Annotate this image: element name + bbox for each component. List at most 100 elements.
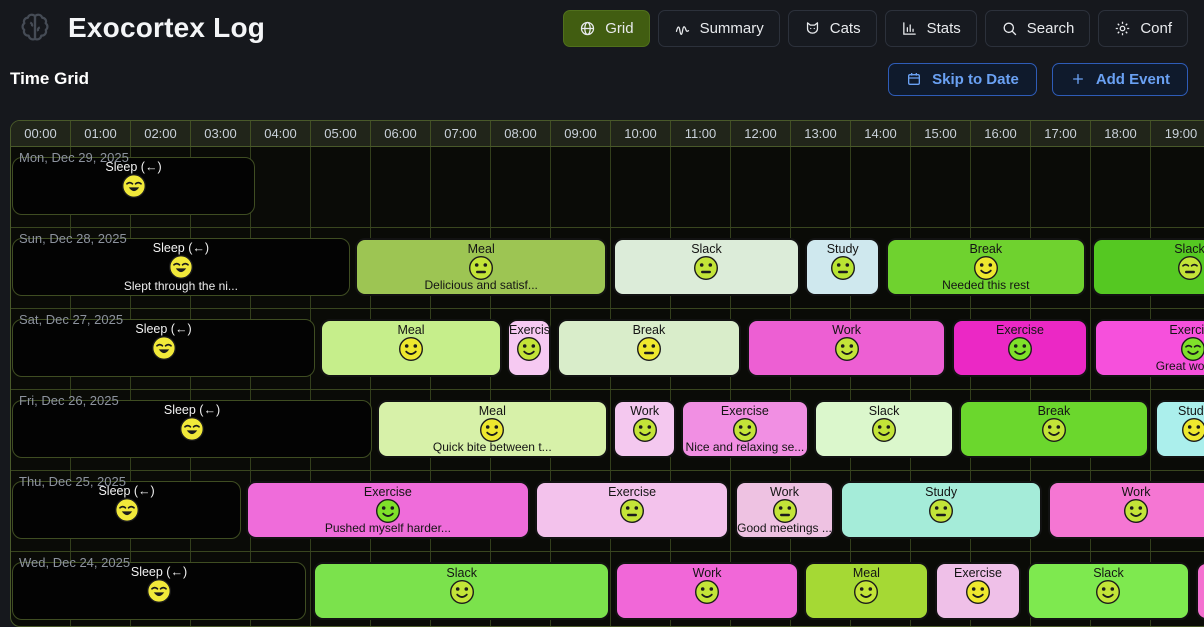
event-block[interactable]: Slack — [1027, 562, 1190, 620]
event-title: Work — [770, 485, 799, 499]
mood-face-icon — [732, 417, 758, 443]
event-title: Study — [826, 242, 859, 256]
mood-face-icon — [168, 254, 194, 280]
brain-icon — [16, 9, 54, 47]
nav-tab-label: Cats — [829, 19, 861, 37]
mood-face-icon — [179, 416, 205, 442]
cat-icon — [804, 20, 821, 37]
add-event-button[interactable]: Add Event — [1051, 62, 1188, 96]
mood-face-icon — [114, 497, 140, 523]
event-title: Work — [692, 566, 722, 580]
page-title: Time Grid — [10, 69, 90, 88]
event-block[interactable]: Exercise Great worko... — [1093, 319, 1204, 377]
event-title: Work — [832, 323, 862, 337]
nav-tab-stats[interactable]: Stats — [884, 9, 977, 47]
event-title: Slack — [446, 566, 477, 580]
mood-face-icon — [1181, 417, 1204, 443]
event-block[interactable]: Break — [556, 319, 741, 377]
mood-face-icon — [871, 417, 897, 443]
hour-label: 19:00 — [1164, 126, 1198, 141]
event-block[interactable]: Meal — [319, 319, 503, 377]
nav-tab-grid[interactable]: Grid — [563, 9, 650, 47]
nav-tab-label: Summary — [699, 19, 764, 37]
event-block[interactable]: Break — [958, 400, 1149, 458]
hour-label: 02:00 — [131, 121, 191, 146]
event-block[interactable]: Exercise Nice and relaxing se... — [681, 400, 809, 458]
app-title: Exocortex Log — [68, 12, 266, 43]
nav-tab-summary[interactable]: Summary — [657, 9, 780, 47]
event-block[interactable]: Exercise — [507, 319, 551, 377]
hour-label: 12:00 — [731, 121, 791, 146]
hour-label: 13:00 — [791, 121, 851, 146]
event-block[interactable]: Slack — [313, 562, 611, 620]
mood-face-icon — [449, 579, 475, 605]
top-bar: Exocortex Log Grid Summary Cats Stats Search… — [0, 0, 1204, 56]
hour-label: 14:00 — [851, 121, 911, 146]
mood-face-icon — [121, 173, 147, 199]
event-note: Quick bite between t... — [432, 440, 552, 454]
summary-scribble-icon — [674, 20, 691, 37]
event-block[interactable]: Study — [805, 238, 881, 296]
event-block[interactable]: Work — [613, 400, 677, 458]
event-block[interactable]: Work — [615, 562, 800, 620]
nav-tab-conf[interactable]: Conf — [1098, 9, 1188, 47]
nav-tab-cats[interactable]: Cats — [787, 9, 877, 47]
event-title: Exercise — [996, 323, 1044, 337]
skip-to-date-button[interactable]: Skip to Date — [888, 62, 1037, 96]
event-note: Slept through the ni... — [123, 279, 238, 293]
event-title: Meal — [852, 566, 880, 580]
hour-label: 18:00 — [1091, 121, 1151, 146]
event-title: Work — [1121, 485, 1151, 499]
event-title: Work — [630, 404, 660, 418]
hour-label: 07:00 — [431, 121, 491, 146]
mood-face-icon — [1041, 417, 1067, 443]
mood-face-icon — [516, 336, 542, 362]
mood-face-icon — [1177, 255, 1203, 281]
event-block[interactable]: Sleep (←) — [12, 481, 242, 539]
gear-icon — [1114, 20, 1131, 37]
event-block[interactable]: Sleep (←) — [12, 562, 306, 620]
event-block[interactable]: Study — [840, 481, 1043, 539]
event-block[interactable]: Break Needed this rest — [885, 238, 1086, 296]
hour-label: 01:00 — [71, 121, 131, 146]
event-block[interactable]: Slack — [1092, 238, 1204, 296]
event-block[interactable]: Work — [747, 319, 947, 377]
event-block[interactable]: Exercise Pushed myself harder... — [246, 481, 530, 539]
event-block[interactable]: Meal Quick bite between t... — [376, 400, 608, 458]
event-note: Nice and relaxing se... — [685, 440, 805, 454]
mood-face-icon — [693, 255, 719, 281]
day-row: Thu, Dec 25, 2025 Sleep (←) Exercise Pushed… — [11, 471, 1204, 552]
hour-label: 10:00 — [611, 121, 671, 146]
event-block[interactable]: Meal Delicious and satisf... — [355, 238, 608, 296]
hour-label: 06:00 — [371, 121, 431, 146]
mood-face-icon — [632, 417, 658, 443]
event-block[interactable]: Meal — [804, 562, 929, 620]
event-title: Slack — [1093, 566, 1124, 580]
event-title: Slack — [868, 404, 900, 418]
event-block[interactable]: Work — [1195, 562, 1204, 620]
event-title: Meal — [478, 404, 506, 418]
event-block[interactable]: Sleep (←) — [12, 157, 255, 215]
day-row: Fri, Dec 26, 2025 Sleep (←) Meal Quick bite… — [11, 390, 1204, 471]
event-block[interactable]: Exercise — [535, 481, 729, 539]
event-block[interactable]: Study — [1155, 400, 1204, 458]
hour-label: 03:00 — [191, 121, 251, 146]
event-block[interactable]: Work — [1048, 481, 1204, 539]
grid-body: Mon, Dec 29, 2025 Sleep (←) Sun, Dec 28, 2… — [11, 147, 1204, 626]
event-block[interactable]: Sleep (←) Slept through the ni... — [12, 238, 350, 296]
event-block[interactable]: Slack — [613, 238, 800, 296]
mood-face-icon — [853, 579, 879, 605]
event-note: Great worko... — [1155, 359, 1204, 373]
event-block[interactable]: Work Good meetings ... — [735, 481, 834, 539]
event-block[interactable]: Exercise — [934, 562, 1022, 620]
event-block[interactable]: Sleep (←) — [12, 319, 315, 377]
event-block[interactable]: Slack — [814, 400, 954, 458]
event-block[interactable]: Sleep (←) — [12, 400, 372, 458]
hour-label: 05:00 — [311, 121, 371, 146]
day-row: Mon, Dec 29, 2025 Sleep (←) — [11, 147, 1204, 228]
nav-tab-search[interactable]: Search — [984, 9, 1091, 47]
bar-chart-icon — [901, 20, 918, 37]
event-title: Sleep (←) — [152, 241, 210, 255]
mood-face-icon — [830, 255, 856, 281]
event-block[interactable]: Exercise — [952, 319, 1088, 377]
